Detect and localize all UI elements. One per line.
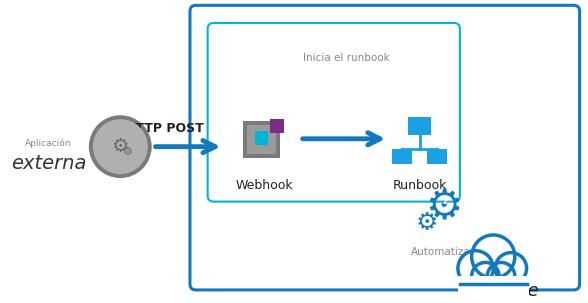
Circle shape (89, 115, 152, 178)
Bar (392, 148, 412, 164)
Bar (458, 276, 529, 296)
Text: Webhook: Webhook (236, 179, 293, 192)
Circle shape (472, 262, 499, 290)
Text: Automatización: Automatización (411, 247, 493, 257)
Bar (255, 131, 269, 145)
Circle shape (487, 262, 515, 290)
Text: ⚡: ⚡ (440, 197, 452, 215)
Text: Inicia el runbook: Inicia el runbook (303, 53, 389, 63)
Text: Aplicación: Aplicación (25, 139, 72, 148)
Bar (427, 148, 447, 164)
Text: Azure: Azure (488, 282, 540, 300)
Text: Runbook: Runbook (392, 179, 447, 192)
Bar (270, 119, 284, 133)
Text: ⚙: ⚙ (415, 211, 437, 235)
Text: ⚙: ⚙ (426, 186, 463, 228)
Circle shape (93, 119, 148, 174)
Circle shape (495, 253, 527, 284)
Text: ⚙: ⚙ (112, 137, 129, 156)
Bar (243, 121, 280, 158)
Bar (247, 125, 276, 155)
Bar (408, 117, 432, 135)
Circle shape (472, 235, 515, 278)
Text: externa: externa (11, 154, 86, 173)
Circle shape (458, 251, 493, 286)
Text: HTTP POST: HTTP POST (125, 122, 204, 135)
Text: ⚙: ⚙ (123, 147, 133, 157)
